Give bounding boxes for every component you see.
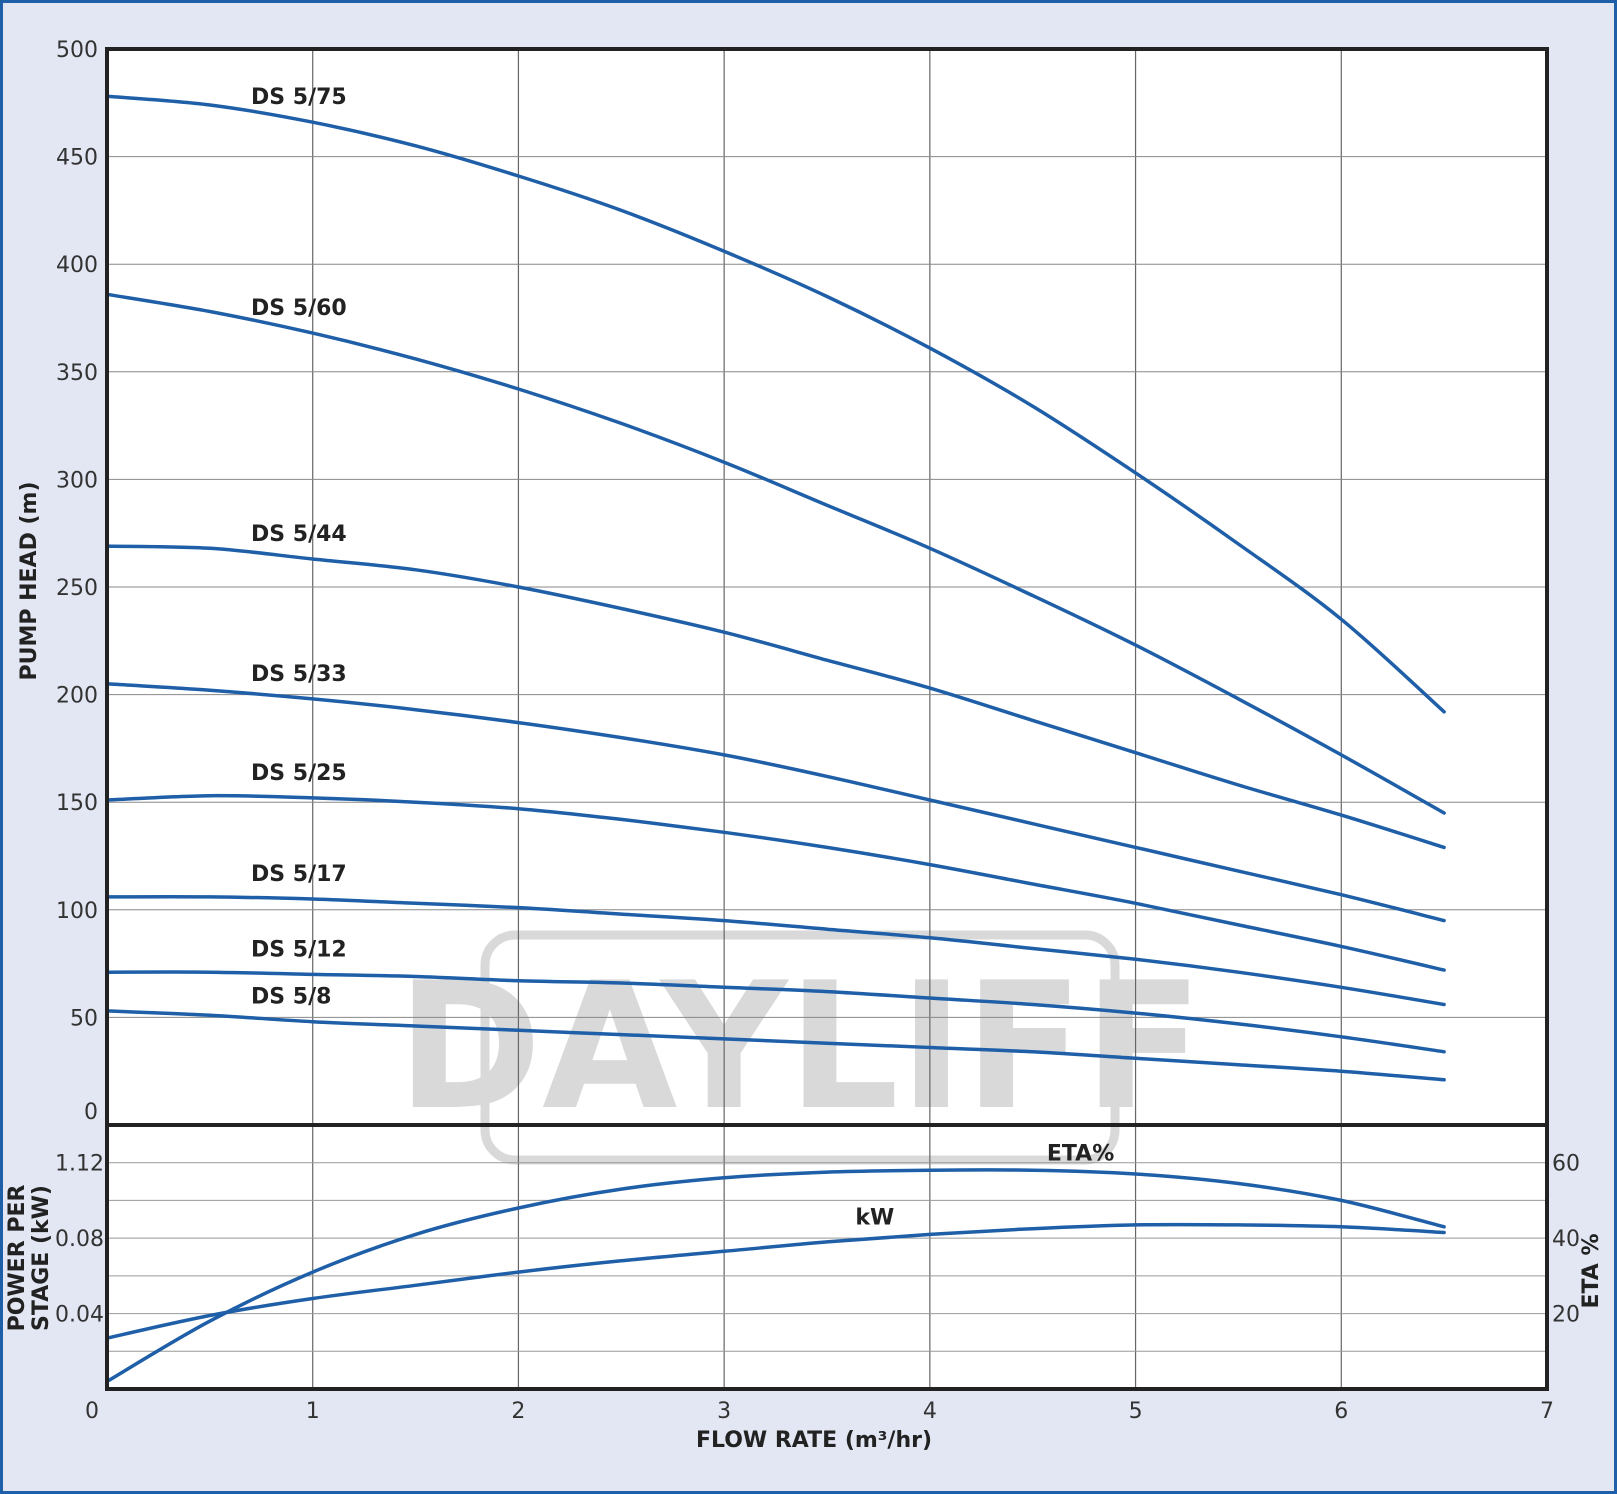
y-tick-label-power: 0.08: [55, 1227, 104, 1252]
x-tick-label: 3: [717, 1399, 731, 1424]
y-tick-label: 400: [56, 253, 98, 278]
head-curve-ds-5-25: [105, 793, 1446, 972]
y-tick-label: 450: [56, 146, 98, 171]
y-tick-label: 0: [84, 1100, 98, 1125]
y-axis-title-eta: ETA %: [1579, 1233, 1604, 1308]
y-tick-label: 350: [56, 361, 98, 386]
head-curve-ds-5-8: [105, 1009, 1446, 1082]
x-tick-label: 4: [923, 1399, 937, 1424]
x-tick-label: 0: [85, 1399, 99, 1424]
y-axis-title-head: PUMP HEAD (m): [17, 481, 42, 680]
head-curve-ds-5-60: [105, 292, 1446, 815]
curve-label: DS 5/8: [251, 985, 331, 1010]
y-tick-label-eta: 20: [1552, 1303, 1580, 1328]
y-axis-title-power-line1: POWER PER: [5, 1185, 30, 1332]
x-axis-title: FLOW RATE (m³/hr): [696, 1428, 932, 1453]
y-axis-title-power-line2: STAGE (kW): [29, 1185, 54, 1331]
y-tick-label: 250: [56, 576, 98, 601]
x-axis-title-text: FLOW RATE (m³/hr): [696, 1428, 932, 1453]
kw-curve: [105, 1222, 1446, 1340]
curve-label: DS 5/25: [251, 761, 347, 786]
y-tick-label: 300: [56, 468, 98, 493]
head-curve-ds-5-17: [105, 894, 1446, 1007]
y-tick-label-power: 0.04: [55, 1303, 104, 1328]
curve-label: DS 5/44: [251, 522, 347, 547]
y-tick-label-eta: 40: [1552, 1227, 1580, 1252]
y-tick-label: 200: [56, 684, 98, 709]
curve-label: DS 5/12: [251, 937, 347, 962]
plot-background: [107, 49, 1547, 1389]
y-tick-label-eta: 60: [1552, 1152, 1580, 1177]
kw-label: kW: [855, 1205, 894, 1230]
watermark-badge: [480, 930, 1120, 1165]
x-tick-label: 7: [1540, 1399, 1554, 1424]
head-curve-ds-5-12: [105, 970, 1446, 1054]
x-tick-label: 6: [1334, 1399, 1348, 1424]
head-curve-ds-5-44: [105, 544, 1446, 850]
eta-label: ETA%: [1047, 1141, 1114, 1166]
y-tick-label: 500: [56, 38, 98, 63]
y-tick-label-power: 1.12: [55, 1152, 104, 1177]
plot-border: [105, 47, 1549, 1391]
curve-label: DS 5/17: [251, 862, 347, 887]
head-curve-ds-5-75: [105, 94, 1446, 714]
y-tick-label: 100: [56, 899, 98, 924]
curve-label: DS 5/60: [251, 296, 347, 321]
y-tick-label: 150: [56, 791, 98, 816]
x-tick-label: 1: [306, 1399, 320, 1424]
watermark-text: DAYLIFF: [397, 946, 1203, 1149]
x-tick-label: 5: [1129, 1399, 1143, 1424]
y-tick-label: 50: [70, 1006, 98, 1031]
x-tick-label: 2: [511, 1399, 525, 1424]
curve-label: DS 5/75: [251, 85, 347, 110]
grid-lines: [107, 49, 1547, 1389]
curve-label: DS 5/33: [251, 662, 347, 687]
curve-labels: DS 5/75 DS 5/60 DS 5/44 DS 5/33 DS 5/25 DS 5/…: [251, 85, 1114, 1230]
tick-labels: 0501001502002503003504004505000.040.081.…: [55, 38, 1580, 1424]
eta-curve: [105, 1168, 1446, 1384]
head-curve-ds-5-33: [105, 682, 1446, 923]
curve-lines: [105, 94, 1446, 1384]
